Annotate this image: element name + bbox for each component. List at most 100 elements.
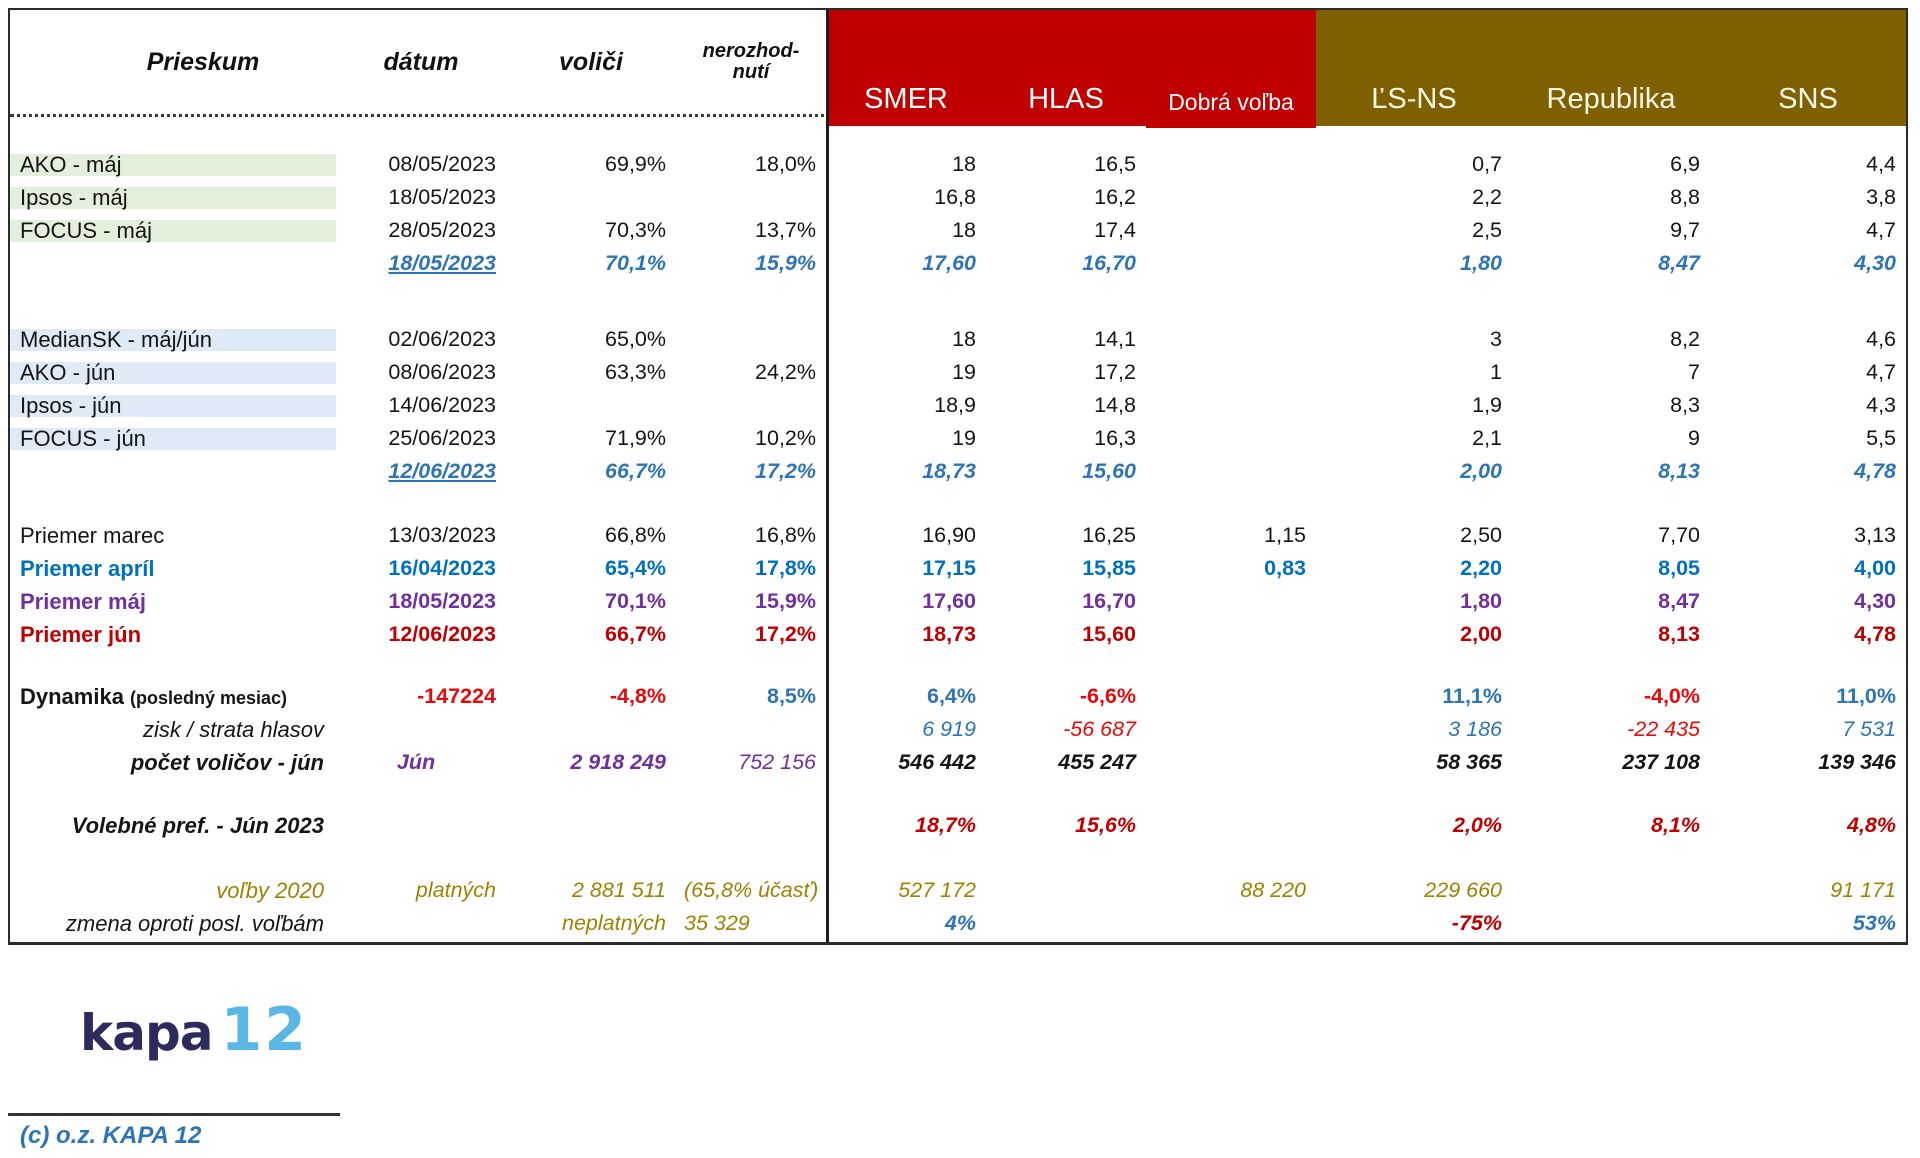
cell-smer: 18,9 (934, 392, 976, 417)
cell-volici: 2 881 511 (571, 877, 666, 902)
cell-datum: 13/03/2023 (388, 522, 496, 547)
row-label-text: počet voličov - jún (130, 749, 324, 775)
table-row-priemer-maj: Priemer máj 18/05/2023 70,1% 15,9% 17,60 16,7… (10, 585, 1906, 618)
cell-datum: Jún (396, 749, 436, 774)
table-row-mediansk-maj-jun: MedianSK - máj/jún 02/06/2023 65,0% 18 14,1 3… (10, 323, 1906, 356)
cell-volici: 69,9% (605, 151, 666, 176)
table-row-priemer-jun-sum: 12/06/2023 66,7% 17,2% 18,73 15,60 2,00 8,13 4,… (10, 455, 1906, 488)
cell-smer: 17,15 (922, 555, 976, 580)
table-header: Prieskum dátum voliči nerozhod- nutí SMER HLA… (10, 10, 1906, 128)
cell-hlas: 16,2 (1094, 184, 1136, 209)
cell-hlas: 16,70 (1082, 588, 1136, 613)
cell-hlas: 16,5 (1094, 151, 1136, 176)
row-label: Priemer máj (10, 590, 336, 613)
cell-republika: 8,05 (1658, 555, 1700, 580)
cell-republika: -22 435 (1627, 716, 1700, 741)
cell-volici: 65,4% (605, 555, 666, 580)
cell-hlas: 17,2 (1094, 359, 1136, 384)
column-header-nerozhodnuti: nerozhod- nutí (702, 40, 800, 83)
cell-sns: 4,00 (1854, 555, 1896, 580)
row-group: Dynamika (posledný mesiac) -147224 -4,8% 8,5… (10, 680, 1906, 779)
table-row-volebne-pref-jun-2023: Volebné pref. - Jún 2023 18,7% 15,6% 2,0% 8,… (10, 809, 1906, 842)
cell-smer: 527 172 (898, 877, 976, 902)
cell-volici: -4,8% (609, 683, 666, 708)
cell-lsns: 58 365 (1436, 749, 1502, 774)
cell-volici: 66,8% (605, 522, 666, 547)
cell-smer: 18 (952, 151, 976, 176)
column-header-prieskum: Prieskum (146, 47, 260, 76)
cell-republika: 7 (1688, 359, 1700, 384)
logo-text-12: 12 (220, 995, 309, 1065)
cell-volici: 70,1% (605, 250, 666, 275)
cell-lsns: 1,9 (1472, 392, 1502, 417)
cell-republika: 8,1% (1650, 812, 1700, 837)
cell-hlas: 455 247 (1058, 749, 1136, 774)
row-label: voľby 2020 (10, 879, 336, 902)
cell-nerozhodnuti: 18,0% (755, 151, 816, 176)
table-row-priemer-jun: Priemer jún 12/06/2023 66,7% 17,2% 18,73 15,6… (10, 618, 1906, 651)
cell-smer: 16,8 (934, 184, 976, 209)
cell-smer: 19 (952, 425, 976, 450)
row-label: Ipsos - máj (10, 184, 336, 210)
row-group: voľby 2020 platných 2 881 511 (65,8% účasť)… (10, 874, 1906, 940)
table-row-priemer-april: Priemer apríl 16/04/2023 65,4% 17,8% 17,15 15… (10, 552, 1906, 585)
table-body: AKO - máj 08/05/2023 69,9% 18,0% 18 16,5 0,7 6,… (10, 117, 1906, 940)
row-label-text: Ipsos - máj (20, 184, 128, 210)
cell-sns: 139 346 (1818, 749, 1896, 774)
row-label: Priemer jún (10, 621, 336, 647)
cell-sns: 5,5 (1866, 425, 1896, 450)
cell-nerozhodnuti: 752 156 (738, 749, 816, 774)
cell-republika: 9,7 (1670, 217, 1700, 242)
cell-lsns: 229 660 (1424, 877, 1502, 902)
table-row-zmena-oproti-posl-volbam: zmena oproti posl. voľbám neplatných 35 32… (10, 907, 1906, 940)
cell-hlas: 15,6% (1075, 812, 1136, 837)
cell-sns: 4,6 (1866, 326, 1896, 351)
cell-nerozhodnuti: 15,9% (755, 250, 816, 275)
cell-lsns: 3 186 (1448, 716, 1502, 741)
row-label: Volebné pref. - Jún 2023 (10, 814, 336, 837)
column-header-dobra_volba: Dobrá voľba (1146, 10, 1316, 128)
cell-sns: 3,13 (1854, 522, 1896, 547)
cell-republika: 9 (1688, 425, 1700, 450)
row-label-text: AKO - máj (20, 151, 122, 177)
row-label: zisk / strata hlasov (10, 718, 336, 741)
cell-datum: 18/05/2023 (388, 250, 496, 275)
cell-hlas: 15,60 (1082, 458, 1136, 483)
cell-volici: 71,9% (605, 425, 666, 450)
logo-text-kapa: kapa (80, 1004, 214, 1062)
row-label-text: zmena oproti posl. voľbám (65, 910, 324, 936)
cell-smer: 19 (952, 359, 976, 384)
cell-republika: 6,9 (1670, 151, 1700, 176)
row-group: Volebné pref. - Jún 2023 18,7% 15,6% 2,0% 8,… (10, 809, 1906, 842)
copyright-text: (c) o.z. KAPA 12 (20, 1122, 202, 1149)
row-label-text: Dynamika (20, 683, 124, 709)
cell-datum: -147224 (417, 683, 496, 708)
cell-smer: 17,60 (922, 250, 976, 275)
cell-datum: 12/06/2023 (388, 621, 496, 646)
row-label: Priemer marec (10, 524, 336, 547)
row-label: FOCUS - máj (10, 219, 336, 242)
cell-lsns: 1 (1490, 359, 1502, 384)
cell-smer: 18 (952, 217, 976, 242)
cell-datum: 18/05/2023 (388, 588, 496, 613)
row-label-suffix: (posledný mesiac) (129, 687, 288, 708)
cell-hlas: 17,4 (1094, 217, 1136, 242)
table-row-ako-maj: AKO - máj 08/05/2023 69,9% 18,0% 18 16,5 0,7 6,… (10, 148, 1906, 181)
row-group: AKO - máj 08/05/2023 69,9% 18,0% 18 16,5 0,7 6,… (10, 148, 1906, 280)
cell-sns: 4,4 (1866, 151, 1896, 176)
cell-nerozhodnuti: 17,2% (755, 458, 816, 483)
cell-nerozhodnuti: 16,8% (755, 522, 816, 547)
cell-sns: 7 531 (1842, 716, 1896, 741)
cell-lsns: -75% (1451, 910, 1502, 935)
footer-rule (8, 1113, 340, 1116)
column-header-lsns: ĽS-NS (1316, 10, 1512, 126)
row-label-text: Priemer jún (20, 621, 142, 647)
table-row-priemer-maj-sum: 18/05/2023 70,1% 15,9% 17,60 16,70 1,80 8,47 4,… (10, 247, 1906, 280)
cell-nerozhodnuti: 13,7% (755, 217, 816, 242)
cell-datum: 14/06/2023 (388, 392, 496, 417)
cell-hlas: -6,6% (1079, 683, 1136, 708)
cell-lsns: 2,00 (1460, 621, 1502, 646)
cell-lsns: 1,80 (1460, 250, 1502, 275)
polls-table: Prieskum dátum voliči nerozhod- nutí SMER HLA… (8, 8, 1908, 945)
column-header-datum: dátum (383, 47, 459, 76)
